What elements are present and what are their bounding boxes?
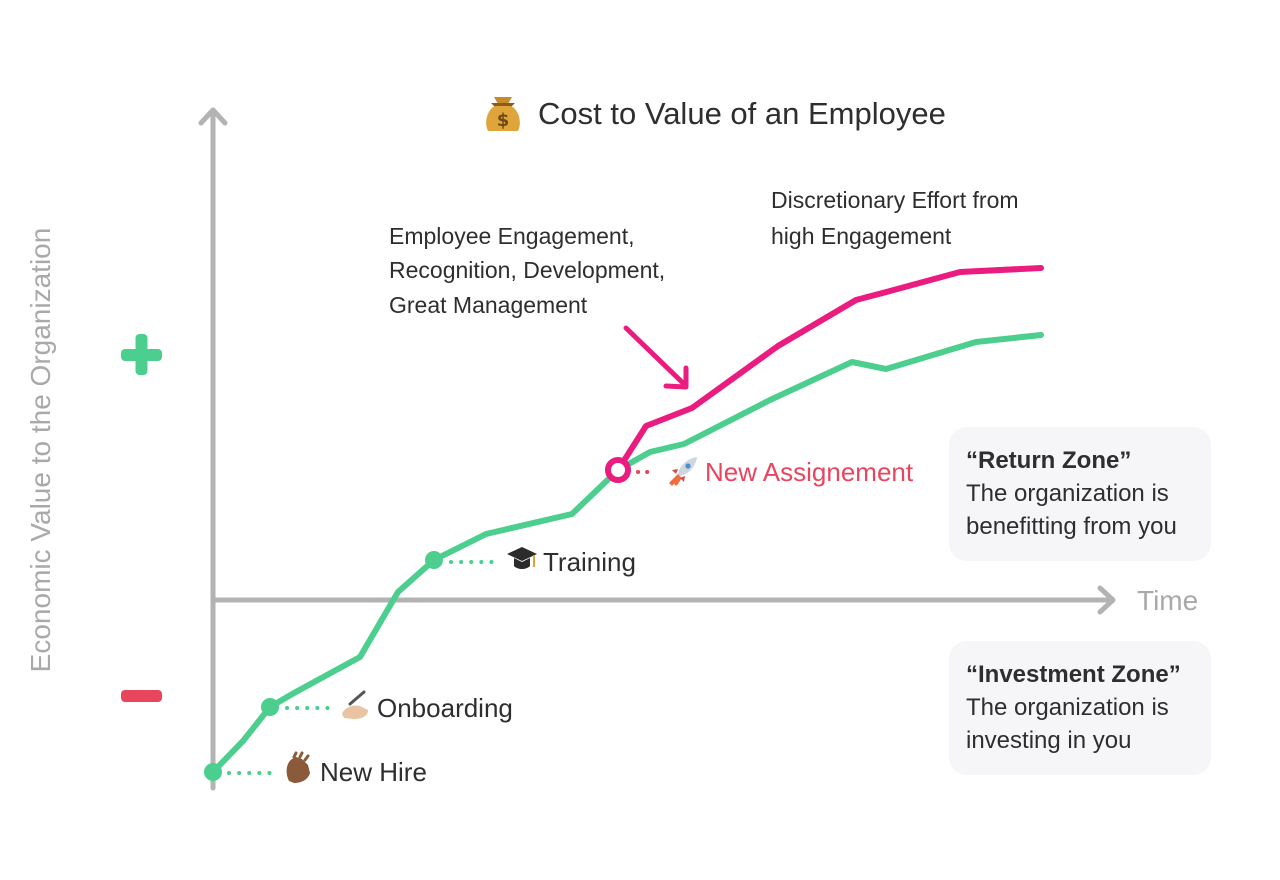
return-zone-title: “Return Zone” [966,447,1132,474]
investment-zone-description: The organization is investing in you [966,694,1169,754]
milestone-label: New Hire [320,757,427,787]
x-axis-arrowhead [1097,585,1116,615]
base-curve [210,332,1044,775]
y-axis-arrowhead [198,107,228,126]
graduation-cap-icon [507,547,537,569]
milestone-label: Onboarding [377,693,513,723]
waving-hand-icon [286,751,310,783]
milestone-training: Training [425,547,636,577]
milestone-new-hire: New Hire [204,751,427,787]
return-zone-description: The organization is benefitting from you [966,480,1177,540]
discretionary-annotation: Discretionary Effort from high Engagemen… [771,187,1019,249]
svg-text:$: $ [497,110,510,131]
return-zone-box: “Return Zone” The organization is benefi… [949,427,1211,561]
x-axis-label: Time [1137,585,1198,616]
engaged-curve [615,265,1044,473]
annotation-line: Employee Engagement, [389,223,635,249]
milestone-onboarding: Onboarding [261,690,513,723]
milestone-new-assignment: New Assignement [605,457,914,487]
plus-icon [121,334,162,375]
diagram-title: $ Cost to Value of an Employee [486,96,946,131]
writing-hand-icon [342,690,368,719]
annotation-line: Great Management [389,292,588,318]
rocket-icon [669,457,697,486]
money-bag-icon: $ [486,97,520,131]
annotation-line: high Engagement [771,223,952,249]
y-axis-label: Economic Value to the Organization [25,228,56,673]
annotation-line: Recognition, Development, [389,257,665,283]
milestone-label: Training [543,547,636,577]
annotation-line: Discretionary Effort from [771,187,1019,213]
investment-zone-title: “Investment Zone” [966,661,1181,688]
milestone-label: New Assignement [705,457,914,487]
investment-zone-box: “Investment Zone” The organization is in… [949,641,1211,775]
pink-arrow-icon [623,325,689,390]
minus-icon [121,690,162,702]
title-text: Cost to Value of an Employee [538,96,946,131]
axes: Time Economic Value to the Organization [25,107,1198,791]
engagement-annotation: Employee Engagement, Recognition, Develo… [389,223,689,390]
